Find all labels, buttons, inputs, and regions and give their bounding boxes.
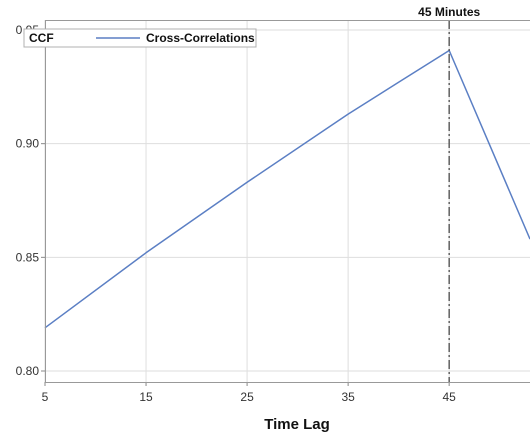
x-tick-label: 35 [341, 390, 355, 404]
plot-frame [45, 20, 530, 383]
x-axis-title: Time Lag [264, 416, 330, 433]
x-tick-label: 25 [240, 390, 254, 404]
reference-line-group: 45 Minutes [418, 5, 481, 382]
x-tick-label: 15 [139, 390, 153, 404]
y-tick-label: 0.80 [16, 364, 40, 378]
legend-entry-cross-correlations: Cross-Correlations [146, 31, 255, 45]
plot-area [45, 20, 530, 382]
reference-line-label: 45 Minutes [418, 5, 480, 19]
x-tick-label: 45 [442, 390, 456, 404]
legend-title: CCF [29, 31, 54, 45]
y-tick-label: 0.90 [16, 137, 40, 151]
x-axis-ticks: 5 15 25 35 45 [42, 382, 456, 404]
y-axis-ticks: 0.800.850.900.95 [16, 23, 45, 378]
legend: CCF Cross-Correlations [23, 28, 257, 48]
y-tick-label: 0.85 [16, 250, 40, 264]
x-tick-label: 5 [42, 390, 49, 404]
